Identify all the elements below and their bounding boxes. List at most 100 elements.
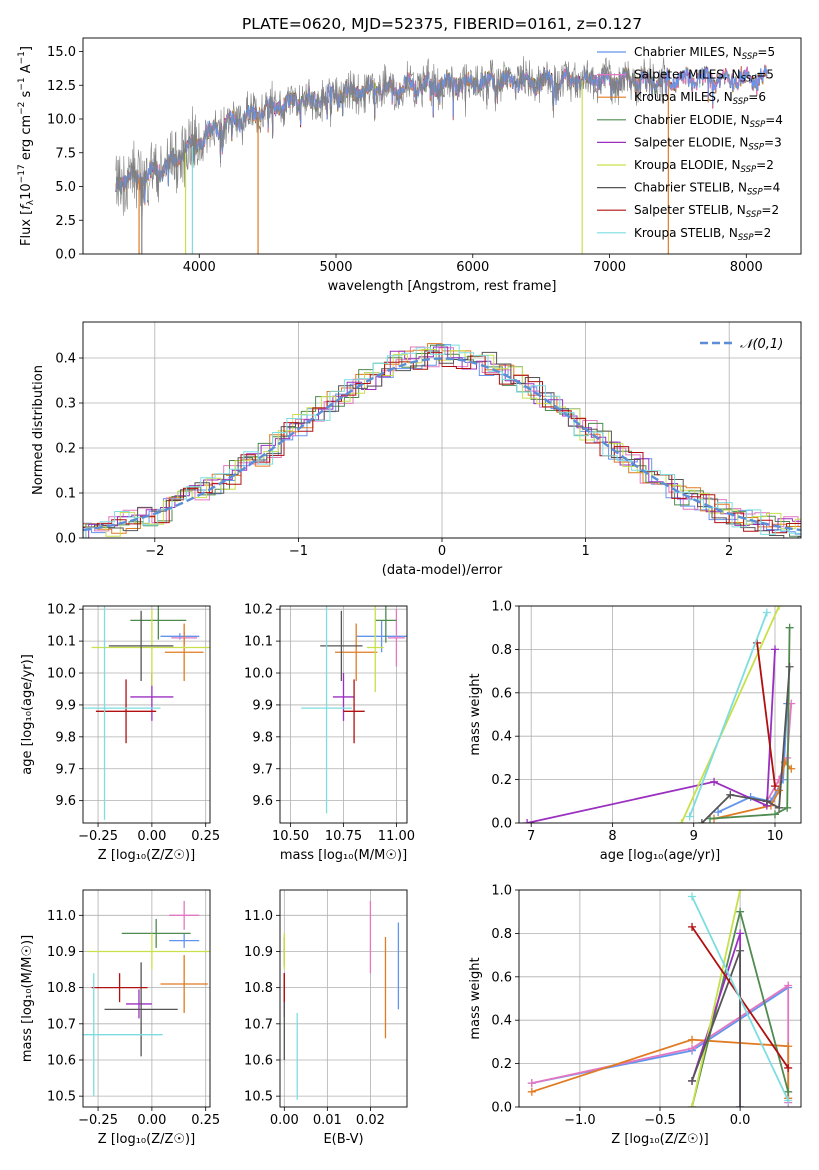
weight-marker (762, 608, 771, 617)
legend-model-name: Salpeter MILES (634, 68, 724, 82)
data-point (320, 610, 363, 681)
x-tick-label: 11.00 (378, 829, 415, 844)
weight-marker (736, 929, 745, 938)
y-tick-label: 0.2 (55, 442, 76, 457)
legend-model-name: Kroupa MILES (634, 90, 716, 104)
y-tick-label: 9.8 (252, 730, 273, 745)
weight-series (753, 638, 779, 791)
x-tick-label: 0 (438, 544, 446, 559)
x-axis-label: age [log₁₀(age/yr)] (600, 848, 721, 863)
data-point (343, 679, 365, 744)
y-tick-label: 10.1 (244, 635, 273, 650)
y-tick-label: 7.5 (55, 146, 76, 161)
y-tick-label: 0.0 (55, 532, 76, 547)
y-axis-label: Normed distribution (31, 365, 46, 495)
weight-line (680, 606, 780, 823)
y-tick-label: 9.9 (252, 698, 273, 713)
x-tick-label: 2 (725, 544, 733, 559)
data-point (91, 973, 148, 1003)
axes-frame (82, 889, 211, 1108)
x-tick-label: 10 (767, 829, 784, 844)
x-tick-label: 8000 (730, 260, 763, 275)
y-tick-label: 0.2 (491, 773, 512, 788)
x-tick-label: 0.00 (137, 829, 166, 844)
weight-marker (726, 790, 735, 799)
weight-series (705, 623, 794, 823)
x-tick-label: −0.25 (78, 829, 118, 844)
x-axis-label: Z [log₁₀(Z/Z☉)] (98, 1132, 195, 1147)
legend-nssp: 4 (773, 181, 781, 195)
y-tick-label: 0.4 (55, 352, 76, 367)
x-tick-label: 7000 (593, 260, 626, 275)
weight-series (523, 645, 779, 823)
weight-lines (527, 890, 793, 1107)
histograms (83, 343, 801, 538)
weight-marker (784, 1096, 793, 1105)
weight-marker (784, 1042, 793, 1051)
histogram-step-line (83, 344, 801, 535)
weight-marker (714, 808, 723, 817)
x-tick-label: −1 (289, 544, 308, 559)
weight-line (756, 642, 776, 787)
y-axis-label: mass weight (468, 957, 483, 1039)
legend-nssp: 6 (758, 90, 766, 104)
y-tick-label: 2.5 (55, 214, 76, 229)
y-tick-label: 9.7 (252, 762, 273, 777)
data-point (169, 900, 200, 930)
weight-marker (784, 981, 793, 990)
y-tick-label: 0.6 (491, 970, 512, 985)
legend-label: Salpeter ELODIE, NSSP=3 (634, 135, 782, 152)
y-tick-label: 10.7 (47, 1017, 76, 1032)
y-tick-label: 10.5 (47, 1090, 76, 1105)
x-tick-label: 6000 (456, 260, 489, 275)
x-tick-label: −0.25 (78, 1113, 118, 1128)
weight-series (697, 662, 794, 823)
data-point (104, 962, 178, 1057)
axes-frame (82, 37, 802, 255)
x-tick-label: 0.25 (191, 1113, 220, 1128)
data-point (91, 609, 210, 686)
data-point (164, 623, 204, 681)
mass-vs-Z-panel: −0.25 0.00 0.25 10.5 10.6 10.7 10.8 10.9 11.0 Z [… (20, 889, 220, 1147)
x-tick-label: 0.0 (730, 1113, 751, 1128)
x-tick-label: −1.0 (564, 1113, 596, 1128)
data-point (332, 673, 355, 721)
y-tick-label: 0.2 (491, 1057, 512, 1072)
data-point (95, 679, 157, 744)
massweight-vs-Z-panel: −1.0 −0.5 0.0 0.0 0.2 0.4 0.6 0.8 1.0 Z [log₁₀(Z/… (468, 884, 802, 1147)
weight-marker (736, 1103, 745, 1107)
y-tick-label: 0.0 (491, 1101, 512, 1116)
x-tick-label: −0.5 (644, 1113, 676, 1128)
age-vs-mass-panel: 10.50 10.75 11.00 9.6 9.7 9.8 9.9 10.0 10.1 10.2 m… (244, 603, 415, 863)
y-tick-label: 5.0 (55, 180, 76, 195)
weight-marker (736, 907, 745, 916)
age-vs-Z-panel: −0.25 0.00 0.25 9.6 9.7 9.8 9.9 10.0 10.1 10.2 Z [… (20, 603, 220, 863)
spectrum-legend: Chabrier MILES, NSSP=5 Salpeter MILES, NS… (597, 45, 783, 243)
gaussian-curve (83, 357, 801, 532)
weight-marker (784, 1087, 793, 1096)
y-tick-label: 0.3 (55, 397, 76, 412)
axes-frame (518, 605, 802, 824)
chart-title: PLATE=0620, MJD=52375, FIBERID=0161, z=0… (242, 15, 642, 33)
spectrum-panel: 4000 5000 6000 7000 8000 0.0 2.5 5.0 7.5 10.0 12.5… (17, 15, 802, 294)
weight-marker (762, 797, 771, 806)
weight-marker (770, 782, 779, 791)
weight-lines (523, 606, 796, 823)
y-tick-label: 0.6 (491, 686, 512, 701)
y-tick-label: 10.7 (244, 1017, 273, 1032)
x-tick-label: 4000 (183, 260, 216, 275)
legend-nssp: 5 (766, 68, 774, 82)
weight-marker (688, 892, 697, 901)
weight-line (688, 612, 768, 817)
residuals-panel: −2 −1 0 1 2 0.0 0.1 0.2 0.3 0.4 (data-model)/error… (31, 321, 802, 578)
weight-marker (697, 819, 706, 823)
data-point (108, 610, 174, 681)
y-tick-label: 10.0 (47, 667, 76, 682)
legend-model-name: Salpeter ELODIE (634, 135, 732, 149)
weight-marker (775, 786, 784, 795)
legend-label: Kroupa ELODIE, NSSP=2 (634, 158, 774, 175)
axes-frame (82, 605, 211, 824)
weight-series (714, 699, 792, 817)
weight-marker (736, 890, 745, 894)
data-point (121, 918, 191, 948)
